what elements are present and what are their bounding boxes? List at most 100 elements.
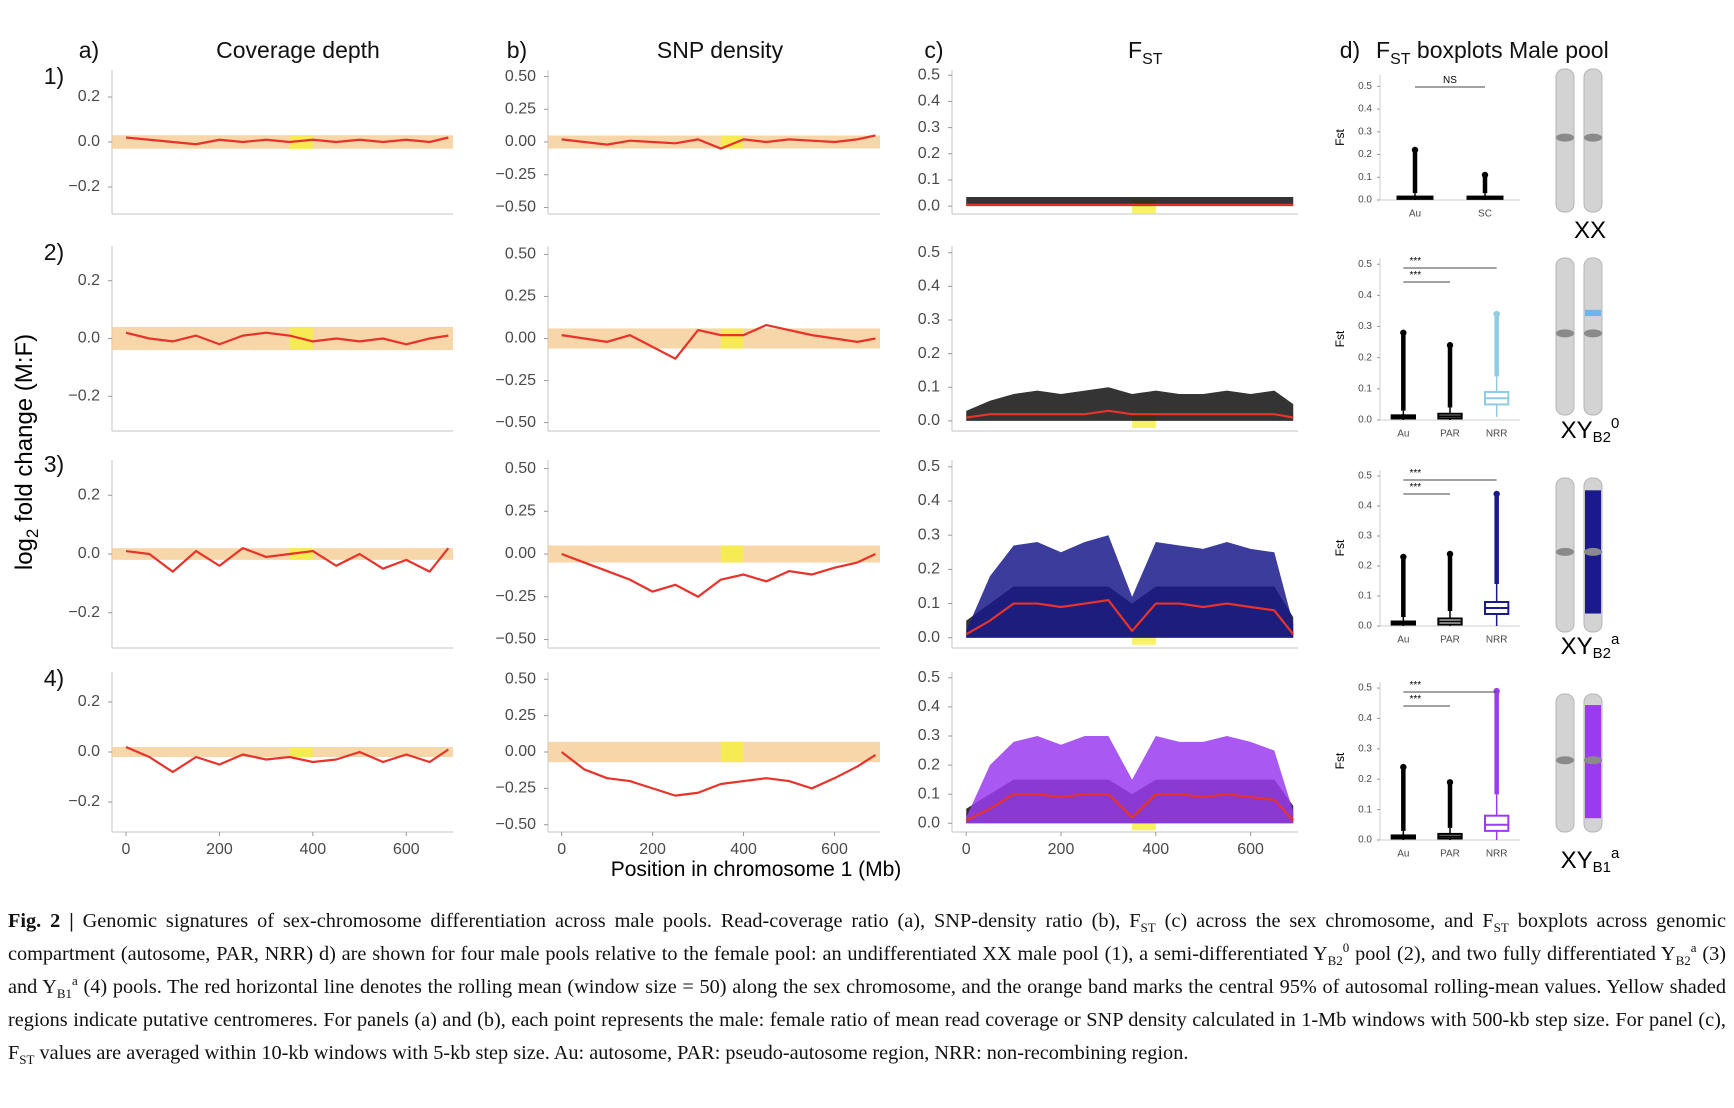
centromere-pinch (1584, 133, 1602, 142)
y-region (1585, 309, 1601, 317)
category-label: Au (1409, 209, 1421, 220)
x-tick-label: 200 (1048, 841, 1075, 858)
autosomal-band (112, 747, 453, 757)
y-tick-label: −0.50 (496, 631, 537, 648)
box (1484, 814, 1510, 832)
rolling-mean (125, 136, 449, 146)
category-label: NRR (1486, 429, 1508, 440)
y-tick-label: 0.3 (918, 727, 940, 744)
autosomal-band (548, 135, 880, 149)
y-tick-label: 0.25 (505, 502, 536, 519)
y-tick-label: −0.50 (496, 414, 537, 431)
centromere-pinch (1584, 329, 1602, 338)
row-label: 2) (44, 239, 64, 265)
autosomal-band (548, 741, 880, 763)
karyotype-sub: B1 (1593, 859, 1611, 876)
row-label: 1) (44, 63, 64, 89)
centromere-pinch (1556, 756, 1574, 765)
y-tick-label: 0.0 (78, 330, 100, 347)
caption-text: (4) pools. The red horizontal line denot… (8, 976, 1726, 1064)
y-tick-label: 0.1 (918, 378, 940, 395)
caption-text: ST (1493, 920, 1509, 936)
y-tick-label: 0.2 (918, 756, 940, 773)
y-tick-label: 0.25 (505, 288, 536, 305)
outlier-max (1411, 146, 1419, 154)
y-tick-label: 0.3 (1358, 531, 1372, 542)
karyotype-sub: B2 (1593, 429, 1611, 446)
panel-title: FST boxplots Male pool (1376, 37, 1609, 68)
outlier-max (1493, 310, 1500, 318)
caption: Fig. 2 | Genomic signatures of sex-chrom… (8, 905, 1726, 1070)
y-tick-label: 0.2 (918, 561, 940, 578)
panel-title: Coverage depth (216, 37, 380, 63)
y-tick-label: 0.2 (78, 693, 100, 710)
centromere-pinch (1556, 133, 1574, 142)
y-tick-label: 0.1 (1358, 591, 1372, 602)
y-tick-label: 0.1 (1358, 383, 1372, 394)
karyotype-base: XX (1574, 217, 1606, 244)
y-tick-label: 0.5 (918, 458, 940, 475)
x-tick-label: 200 (206, 841, 233, 858)
y-axis-label: Fst (1333, 752, 1347, 769)
x-tick-label: 400 (300, 841, 327, 858)
outlier-max (1481, 171, 1489, 179)
karyotype-label: XX (1574, 217, 1606, 244)
y-tick-label: 0.2 (918, 145, 940, 162)
y-tick-label: 0.3 (918, 311, 940, 328)
centromere-pinch (1556, 547, 1574, 556)
y-tick-label: 0.0 (918, 629, 940, 646)
row-label: 3) (44, 451, 64, 477)
karyotype-base: XY (1561, 633, 1593, 660)
y-tick-label: 0.0 (1358, 835, 1372, 846)
title-rest: boxplots Male pool (1411, 37, 1609, 63)
x-tick-label: 600 (821, 841, 848, 858)
x-tick-label: 0 (557, 841, 566, 858)
autosomal-band (548, 328, 880, 349)
y-tick-label: 0.4 (1358, 501, 1372, 512)
panel-label: a) (79, 37, 99, 63)
y-tick-label: 0.3 (1358, 126, 1372, 137)
y-tick-label: 0.5 (918, 66, 940, 83)
centromere (289, 548, 313, 560)
caption-text: (3) and Y (8, 943, 1727, 998)
y-tick-label: 0.2 (1358, 149, 1372, 160)
karyotype-label: XYB2a (1561, 631, 1620, 662)
fst-cloud (966, 736, 1294, 824)
y-tick-label: −0.50 (496, 816, 537, 833)
karyotype-base: XY (1561, 847, 1593, 874)
rolling-mean (561, 323, 876, 360)
category-label: SC (1478, 209, 1492, 220)
panel-label: d) (1340, 37, 1360, 63)
caption-text: a (72, 973, 78, 989)
y-tick-label: −0.2 (68, 604, 100, 621)
category-label: Au (1397, 635, 1409, 646)
y-tick-label: 0.50 (505, 460, 536, 477)
y-tick-label: 0.0 (918, 814, 940, 831)
caption-text: Genomic signatures of sex-chromosome dif… (73, 910, 1141, 932)
caption-text: Fig. 2 | (8, 910, 74, 932)
y-tick-label: −0.25 (496, 166, 537, 183)
significance-label: *** (1409, 694, 1421, 705)
y-tick-label: −0.25 (496, 588, 537, 605)
label-rest: fold change (M:F) (11, 334, 38, 529)
y-tick-label: 0.0 (1358, 195, 1372, 206)
y-tick-label: 0.1 (918, 171, 940, 188)
title-main: F (1128, 37, 1142, 63)
outlier-max (1493, 687, 1500, 695)
row-label: 4) (44, 665, 64, 691)
significance-label: *** (1409, 680, 1421, 691)
centromere-pinch (1584, 756, 1602, 765)
outlier-max (1446, 342, 1454, 349)
y-tick-label: 0.5 (918, 244, 940, 261)
panel-label: b) (507, 37, 527, 63)
y-axis-label: Fst (1333, 330, 1347, 347)
caption-text: ST (1140, 920, 1156, 936)
y-tick-label: 0.25 (505, 707, 536, 724)
caption-text: B2 (1327, 953, 1343, 969)
centromere (289, 135, 313, 149)
x-tick-label: 0 (122, 841, 131, 858)
y-tick-label: −0.25 (496, 780, 537, 797)
rolling-mean (125, 547, 450, 573)
y-tick-label: 0.0 (1358, 621, 1372, 632)
y-tick-label: 0.2 (918, 345, 940, 362)
